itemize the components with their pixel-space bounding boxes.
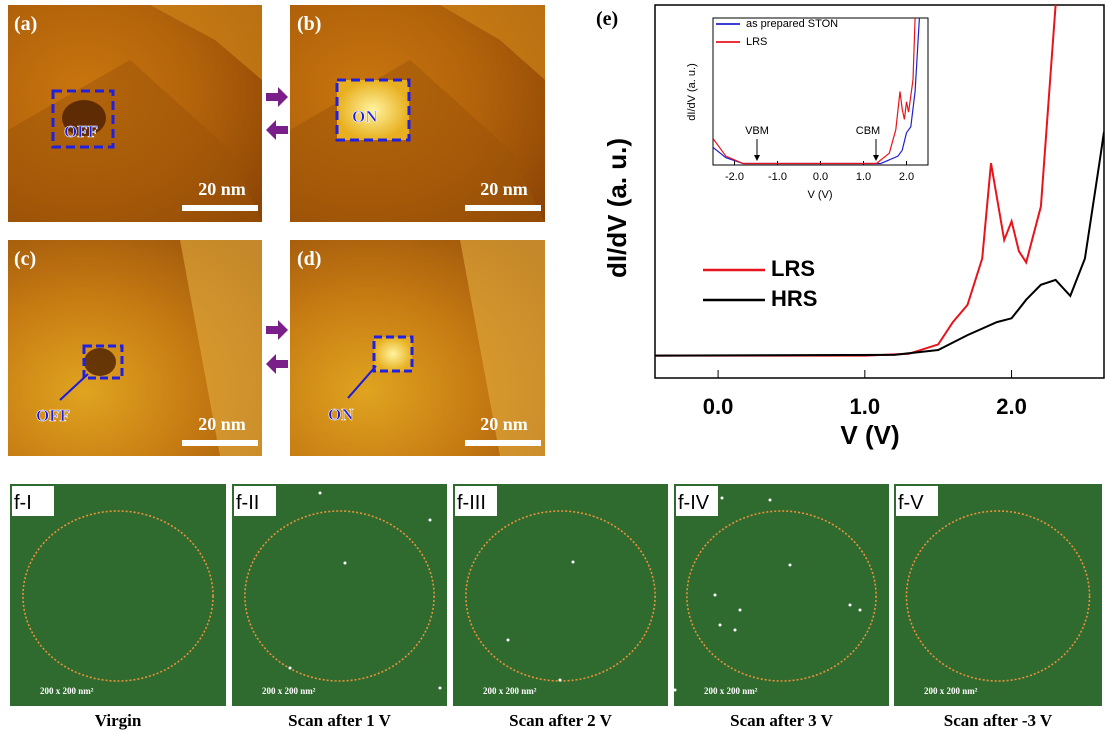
scale-label: 20 nm	[480, 179, 528, 199]
x-tick-label: 2.0	[899, 171, 914, 183]
afm-panel-d: (d) ON 20 nm	[290, 240, 545, 456]
scan-label: f-I	[14, 492, 32, 514]
x-tick-label: -1.0	[768, 171, 787, 183]
scan-image	[453, 484, 668, 706]
scan-label: f-III	[457, 492, 486, 514]
afm-panel-c: (c) OFF 20 nm	[8, 240, 262, 456]
x-axis-label: V (V)	[840, 420, 899, 450]
dot	[739, 609, 742, 612]
scan-label: f-V	[898, 492, 924, 514]
scan-size: 200 x 200 nm²	[262, 686, 316, 696]
scan-panels: f-I 200 x 200 nm² Virgin f-II 200 x 200 nm² S…	[10, 484, 1102, 730]
legend-label: LRS	[771, 256, 815, 281]
dot	[572, 561, 575, 564]
scan-caption: Scan after 2 V	[509, 711, 613, 730]
dot	[429, 519, 432, 522]
scale-label: 20 nm	[198, 414, 246, 434]
y-axis-label: dI/dV (a. u.)	[686, 63, 698, 120]
legend-label: HRS	[771, 286, 817, 311]
dot	[674, 689, 677, 692]
x-tick-label: 0.0	[813, 171, 828, 183]
dot	[719, 624, 722, 627]
x-tick-label: 0.0	[703, 394, 734, 419]
y-axis-label: dI/dV (a. u.)	[602, 138, 632, 278]
dot	[714, 594, 717, 597]
panel-label: (e)	[596, 8, 618, 30]
scale-label: 20 nm	[480, 414, 528, 434]
scan-label: f-IV	[678, 492, 710, 514]
panel-label: (b)	[297, 13, 321, 35]
scan-size: 200 x 200 nm²	[40, 686, 94, 696]
dot	[734, 629, 737, 632]
scan-image	[894, 484, 1102, 706]
dot	[319, 492, 322, 495]
state-label: OFF	[36, 406, 70, 425]
annotation: CBM	[856, 125, 880, 137]
panel-label: (d)	[297, 248, 321, 270]
scan-caption: Scan after -3 V	[944, 711, 1053, 730]
scan-label: f-II	[236, 492, 259, 514]
legend-label: as prepared STON	[746, 18, 838, 30]
panel-label: (c)	[14, 248, 36, 270]
scan-caption: Virgin	[95, 711, 142, 730]
afm-panel-b: (b) ON 20 nm	[290, 5, 545, 222]
x-tick-label: 1.0	[856, 171, 871, 183]
dot	[507, 639, 510, 642]
scan-caption: Scan after 3 V	[730, 711, 834, 730]
scan-caption: Scan after 1 V	[288, 711, 392, 730]
state-label: ON	[328, 405, 354, 424]
dot	[439, 687, 442, 690]
x-tick-label: 2.0	[996, 394, 1027, 419]
scan-image	[10, 484, 226, 706]
scan-size: 200 x 200 nm²	[924, 686, 978, 696]
panel-label: (a)	[14, 13, 37, 35]
dot	[849, 604, 852, 607]
dot	[721, 497, 724, 500]
scan-image	[232, 484, 447, 706]
scale-label: 20 nm	[198, 179, 246, 199]
dot	[789, 564, 792, 567]
scan-image	[674, 484, 889, 706]
dot	[559, 679, 562, 682]
scan-size: 200 x 200 nm²	[704, 686, 758, 696]
figure: (a) OFF 20 nm (b) ON 20 nm (c) OFF 20 nm…	[0, 0, 1105, 734]
afm-panel-a: (a) OFF 20 nm	[8, 5, 262, 222]
annotation: VBM	[745, 125, 769, 137]
state-label: ON	[352, 107, 378, 126]
inset-chart: dI/dV (a. u.) V (V) VBM CBM -2.0 -1.0 0.0 1…	[686, 18, 928, 201]
dot	[344, 562, 347, 565]
legend-label: LRS	[746, 36, 767, 48]
dot	[289, 667, 292, 670]
x-tick-label: 1.0	[850, 394, 881, 419]
switch-arrows	[266, 87, 288, 374]
dot	[769, 499, 772, 502]
x-axis-label: V (V)	[807, 189, 832, 201]
scan-size: 200 x 200 nm²	[483, 686, 537, 696]
state-label: OFF	[64, 122, 98, 141]
dot	[859, 609, 862, 612]
x-tick-label: -2.0	[725, 171, 744, 183]
